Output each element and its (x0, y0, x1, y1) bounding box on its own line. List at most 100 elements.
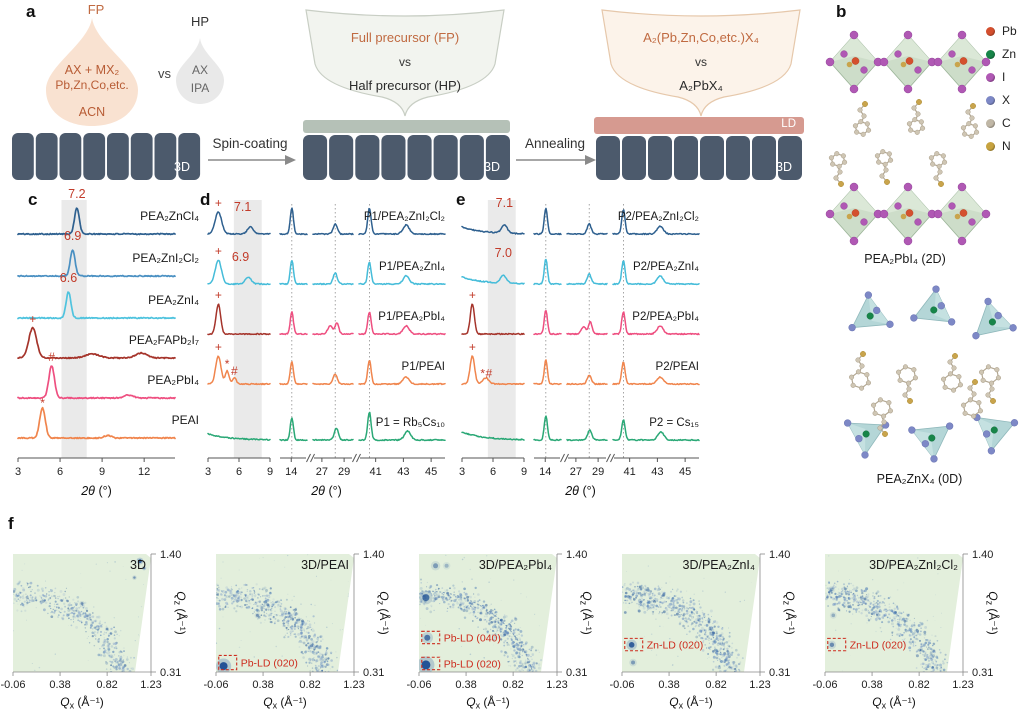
xrd-trace (17, 406, 176, 440)
trace-label: PEA₂ZnI₄ (148, 293, 199, 307)
xrd-trace (533, 258, 562, 286)
legend-label: Zn (1002, 47, 1017, 61)
x-axis-label: Qx (Å⁻¹) (872, 694, 916, 711)
axis-tick-label: 27 (316, 466, 328, 478)
xrd-trace (358, 411, 446, 442)
axis-tick-label: 1.23 (546, 679, 567, 691)
trace-label: PEA₂FAPb₂I₇ (129, 333, 199, 347)
axis-tick-label: 9 (267, 466, 273, 478)
axis-tick-label: 0.82 (299, 679, 320, 691)
xrd-plot-c: 3 6 9 12 2θ (°) 7.2 PEA₂ZnCl₄ 6.9 PEA₂ZnI₂Cl₂ 6.6… (15, 187, 199, 498)
pb-octahedron (933, 30, 991, 94)
fp-droplet: FP AX + MX₂ Pb,Zn,Co,etc. ACN (46, 2, 138, 126)
xrd-trace (566, 429, 608, 442)
axis-tick-label: 29 (338, 466, 350, 478)
trace-label: P1/PEAI (402, 361, 445, 373)
funnel-ld-line1: A₂(Pb,Zn,Co,etc.)X₄ (643, 30, 759, 45)
diffraction-ring (216, 554, 353, 672)
map-title: 3D/PEA₂ZnI₄ (683, 558, 755, 572)
trace-label: P1/PEA₂ZnI₂Cl₂ (364, 211, 445, 223)
substrate-3d-label: 3D (776, 160, 792, 174)
detector-area (13, 554, 151, 672)
y-axis-label: Qz (Å⁻¹) (376, 591, 393, 635)
zn-tetrahedron (908, 422, 954, 463)
trace-label: P1/PEA₂ZnI₄ (379, 261, 445, 273)
axis-tick-label: 1.40 (363, 549, 384, 561)
spin-coating-label: Spin-coating (212, 136, 288, 151)
annealing-arrow-icon (516, 155, 596, 165)
giwaxs-map: Zn-LD (020) 3D/PEA₂ZnI₄ -0.06 0.38 0.82 1.23 1… (609, 549, 798, 711)
trace-label: P2/PEAI (656, 361, 699, 373)
xrd-trace (533, 415, 562, 442)
highlight-band (487, 200, 516, 458)
funnel-shape (601, 9, 801, 117)
hp-droplet-title: HP (191, 14, 209, 29)
xrd-trace (461, 224, 525, 235)
xrd-trace (461, 355, 525, 386)
peak-value-label: 7.0 (495, 246, 512, 260)
detector-area (216, 554, 354, 672)
axis-tick-label: 0.82 (96, 679, 117, 691)
xrd-trace (17, 249, 176, 278)
x-atom-dot (986, 95, 995, 105)
axis-tick-label: 1.40 (160, 549, 181, 561)
axis-tick-label: -0.06 (812, 679, 837, 691)
x-axis-label: 2θ (°) (80, 484, 112, 498)
axis-break-icon (606, 453, 611, 463)
peak-marker: # (231, 364, 238, 378)
legend-item: I (986, 70, 1017, 84)
xrd-trace (312, 223, 354, 236)
peak-value-label: 6.6 (60, 271, 77, 285)
xrd-trace (461, 303, 525, 336)
xrd-trace (461, 431, 525, 441)
pb-octahedron (933, 182, 991, 246)
zn-tetrahedron (848, 291, 894, 332)
map-title: 3D/PEA₂PbI₄ (479, 558, 552, 572)
annealing-label: Annealing (524, 136, 586, 151)
substrate-3d: 3D (12, 133, 201, 180)
xrd-trace (358, 207, 446, 236)
ld-peak-label: Zn-LD (020) (647, 640, 704, 652)
xrd-trace (17, 291, 176, 320)
ld-layer-label: LD (781, 118, 796, 130)
axis-tick-label: -0.06 (609, 679, 634, 691)
highlight-band (233, 200, 262, 458)
axis-tick-label: -0.06 (0, 679, 25, 691)
giwaxs-map: 3D -0.06 0.38 0.82 1.23 1.40 0.31 Qx (Å⁻¹) Qz (Å… (0, 549, 189, 711)
xrd-trace (566, 374, 608, 386)
map-title: 3D (130, 558, 146, 572)
giwaxs-map: Pb-LD (040) Pb-LD (020) 3D/PEA₂PbI₄ -0.06 0.… (406, 549, 596, 711)
spin-coating-arrow-icon (208, 155, 296, 165)
peak-value-label: 7.2 (68, 187, 85, 201)
trace-label: P2/PEA₂PbI₄ (632, 311, 699, 323)
trace-label: P2 = Cs₁₅ (649, 417, 699, 429)
map-title: 3D/PEA₂ZnI₂Cl₂ (869, 558, 958, 572)
xrd-trace (17, 207, 176, 236)
legend-item: X (986, 93, 1017, 107)
fp-line1: AX + MX₂ (65, 63, 120, 77)
axis-tick-label: 6 (490, 466, 496, 478)
legend-label: N (1002, 139, 1011, 153)
organic-molecule (874, 149, 894, 185)
xrd-trace (612, 260, 700, 286)
axis-tick-label: 1.40 (769, 549, 790, 561)
legend-label: Pb (1002, 24, 1017, 38)
pb-octahedron (879, 30, 937, 94)
ld-peak-box (218, 654, 238, 671)
xrd-trace (566, 320, 608, 336)
trace-label: PEA₂ZnI₂Cl₂ (132, 251, 199, 265)
xrd-trace (279, 361, 308, 386)
organic-molecule (852, 101, 872, 137)
x-axis-label: 2θ (°) (564, 484, 596, 498)
ld-peak-label: Zn-LD (020) (850, 640, 907, 652)
xrd-trace (207, 259, 271, 286)
axis-tick-label: 0.38 (455, 679, 476, 691)
y-axis-label: Qz (Å⁻¹) (579, 591, 596, 635)
xrd-trace (612, 209, 700, 236)
peak-marker: + (215, 288, 222, 302)
droplet-shape (176, 38, 224, 104)
giwaxs-map: Zn-LD (020) 3D/PEA₂ZnI₂Cl₂ -0.06 0.38 0.82 1.… (812, 549, 1001, 711)
xrd-panel-d: 3 6 9 14 27 29 41 43 45 2θ (°) +7.1 P1/PEA₂ZnI₂Cl₂ +… (198, 190, 450, 502)
xrd-trace (612, 361, 700, 386)
